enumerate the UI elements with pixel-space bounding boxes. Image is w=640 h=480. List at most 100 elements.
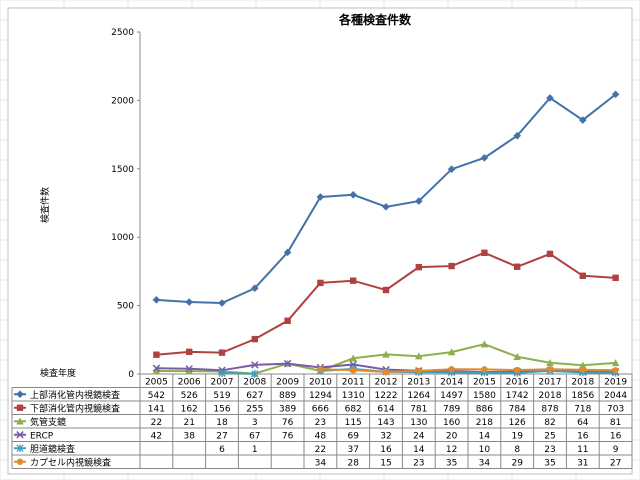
data-point xyxy=(382,368,390,376)
data-point xyxy=(16,404,24,411)
data-table-cell: 141 xyxy=(148,405,165,415)
y-tick-label: 2500 xyxy=(111,28,134,38)
data-table-cell: 718 xyxy=(574,405,591,415)
data-point xyxy=(448,366,455,373)
x-tick-label: 2007 xyxy=(211,378,234,388)
data-table-cell: 21 xyxy=(183,418,194,428)
data-table-cell: 878 xyxy=(541,405,558,415)
data-table-cell: 389 xyxy=(279,405,296,415)
y-tick-label: 1500 xyxy=(111,165,134,175)
data-point xyxy=(480,340,489,348)
data-table-cell: 126 xyxy=(509,418,526,428)
data-point xyxy=(185,298,193,306)
legend-label: ERCP xyxy=(30,432,54,442)
data-table-cell: 23 xyxy=(544,445,555,455)
data-point xyxy=(283,359,292,368)
data-table-cell: 682 xyxy=(345,405,362,415)
data-table-cell: 11 xyxy=(577,445,588,455)
data-table-cell: 160 xyxy=(443,418,460,428)
data-point xyxy=(546,250,554,258)
data-table-cell: 16 xyxy=(577,432,589,442)
data-table-cell: 76 xyxy=(282,418,294,428)
data-table-cell: 16 xyxy=(610,432,622,442)
data-table-cell: 48 xyxy=(315,432,327,442)
data-table-cell: 12 xyxy=(446,445,457,455)
data-point xyxy=(546,358,554,366)
series-line xyxy=(156,251,616,356)
data-table-cell: 81 xyxy=(610,418,621,428)
data-point xyxy=(415,352,423,360)
data-table-cell: 22 xyxy=(151,418,162,428)
data-point xyxy=(185,367,193,375)
legend-label: 上部消化管内視鏡検査 xyxy=(30,389,120,401)
legend-label: 胆道鏡検査 xyxy=(30,443,75,455)
data-table-cell: 15 xyxy=(380,459,391,469)
data-point xyxy=(481,366,488,373)
data-table-cell: 784 xyxy=(509,405,526,415)
data-point xyxy=(514,366,521,374)
data-point xyxy=(349,190,357,199)
data-table-cell: 27 xyxy=(610,459,621,469)
data-table-cell: 255 xyxy=(246,405,263,415)
data-point xyxy=(579,116,587,124)
data-table-cell: 24 xyxy=(413,432,425,442)
data-table-cell: 1310 xyxy=(342,391,365,401)
data-table-cell: 781 xyxy=(410,405,427,415)
chart-title: 各種検査件数 xyxy=(338,12,412,27)
data-table-cell: 82 xyxy=(544,418,555,428)
data-point xyxy=(579,366,586,373)
data-point xyxy=(251,284,259,293)
data-point xyxy=(480,154,489,162)
legend-label: 気管支鏡 xyxy=(30,416,66,428)
data-table-cell: 1294 xyxy=(309,391,332,401)
data-table-cell: 31 xyxy=(577,459,588,469)
data-table-cell: 18 xyxy=(216,418,228,428)
data-point xyxy=(415,197,423,205)
x-tick-label: 2005 xyxy=(145,378,168,388)
x-tick-label: 2011 xyxy=(342,378,365,388)
x-tick-label: 2010 xyxy=(309,378,332,388)
data-point xyxy=(349,354,357,362)
data-point xyxy=(415,367,422,375)
data-point xyxy=(16,458,24,465)
data-table-cell: 519 xyxy=(213,391,230,401)
x-tick-label: 2013 xyxy=(407,378,430,388)
data-point xyxy=(152,364,161,372)
data-table-cell: 143 xyxy=(377,418,394,428)
data-point xyxy=(612,367,619,374)
data-table-cell: 38 xyxy=(183,432,195,442)
x-tick-label: 2016 xyxy=(506,378,529,388)
data-point xyxy=(513,131,521,140)
data-table-cell: 889 xyxy=(279,391,296,401)
data-point xyxy=(382,286,390,294)
data-table-cell: 76 xyxy=(282,432,294,442)
data-table-cell: 8 xyxy=(514,445,520,455)
data-point xyxy=(546,366,554,373)
data-point xyxy=(514,263,521,270)
series-line xyxy=(156,93,617,305)
data-point xyxy=(481,249,488,256)
data-point xyxy=(251,361,259,369)
data-point xyxy=(382,203,390,211)
data-point xyxy=(218,349,226,356)
data-table-cell: 1222 xyxy=(375,391,398,401)
data-table-cell: 9 xyxy=(613,445,619,455)
data-table-cell: 526 xyxy=(181,391,198,401)
data-point xyxy=(579,361,587,369)
data-table-cell: 2044 xyxy=(604,391,627,401)
x-axis-label: 検査年度 xyxy=(40,367,76,379)
data-point xyxy=(218,299,226,307)
data-table-cell: 35 xyxy=(544,459,555,469)
legend-label: カプセル内視鏡検査 xyxy=(30,457,111,469)
x-tick-label: 2018 xyxy=(571,378,594,388)
chart-frame xyxy=(7,7,633,475)
y-tick-label: 0 xyxy=(128,370,134,380)
data-table-cell: 28 xyxy=(347,459,359,469)
data-point xyxy=(16,390,24,399)
data-point xyxy=(284,317,291,324)
data-table-cell: 34 xyxy=(315,459,327,469)
data-table-cell: 886 xyxy=(476,405,493,415)
data-point xyxy=(152,367,161,375)
data-table-cell: 789 xyxy=(443,405,460,415)
